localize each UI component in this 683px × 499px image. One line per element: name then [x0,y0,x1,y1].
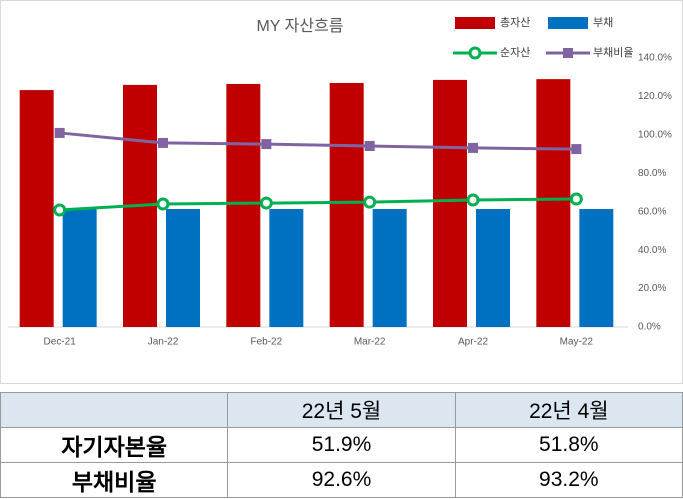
legend-marker [468,46,482,60]
x-tick-label: Apr-22 [458,337,488,348]
y2-tick-label: 40.0% [638,245,666,256]
y2-tick-label: 20.0% [638,283,666,294]
corner-cell [0,392,229,428]
legend-label: 순자산 [500,46,530,59]
marker [466,193,480,207]
bar [536,79,571,327]
legend-label: 부채 [593,16,613,29]
marker [53,203,67,217]
bar [372,209,407,327]
chart-title: MY 자산흐름 [256,17,343,35]
marker [54,127,65,138]
cell: 92.6% [227,462,456,498]
cell: 51.9% [227,427,456,463]
y2-tick-label: 60.0% [638,206,666,217]
legend-label: 부채비율 [593,46,633,59]
table-header: 22년 5월 22년 4월 [0,392,683,428]
legend-label: 총자산 [500,16,530,29]
marker [259,196,273,210]
y2-tick-label: 120.0% [638,91,672,102]
bar [579,209,614,327]
marker [468,142,478,153]
bar [476,209,510,327]
table-row: 자기자본율 51.9% 51.8% [0,427,683,463]
marker [364,141,375,152]
y2-tick-label: 140.0% [638,53,672,64]
marker [569,192,583,206]
x-tick-label: Mar-22 [354,337,386,348]
marker [156,197,170,211]
bar [166,209,200,327]
y2-tick-label: 100.0% [638,129,672,140]
column-header: 22년 5월 [227,392,456,428]
summary-table: 22년 5월 22년 4월 자기자본율 51.9% 51.8% 부채비율 92.… [0,392,683,498]
marker [571,144,582,155]
row-label: 부채비율 [0,462,229,498]
bar [329,82,364,327]
legend-swatch [455,17,495,29]
bar [62,209,97,327]
x-tick-label: Dec-21 [44,337,77,348]
row-label: 자기자본율 [0,427,229,463]
legend-swatch [548,17,588,29]
bar [269,209,304,327]
line [59,197,577,212]
marker [363,195,377,209]
line [59,131,577,151]
x-tick-label: May-22 [560,337,594,348]
column-header: 22년 4월 [454,392,683,428]
bar [226,83,261,327]
cell: 93.2% [454,462,683,498]
legend-marker [563,48,573,58]
y2-tick-label: 0.0% [638,322,661,333]
table-row: 부채비율 92.6% 93.2% [0,462,683,498]
marker [261,139,272,150]
cell: 51.8% [454,427,683,463]
bar [19,90,54,327]
marker [158,137,168,148]
chart: MY 자산흐름 0.0% 20.0% 40.0% 60.0% 80.0% 100.0% 12… [0,0,683,384]
bar [433,79,467,327]
x-tick-label: Feb-22 [250,337,282,348]
y2-tick-label: 80.0% [638,168,666,179]
x-tick-label: Jan-22 [148,337,179,348]
